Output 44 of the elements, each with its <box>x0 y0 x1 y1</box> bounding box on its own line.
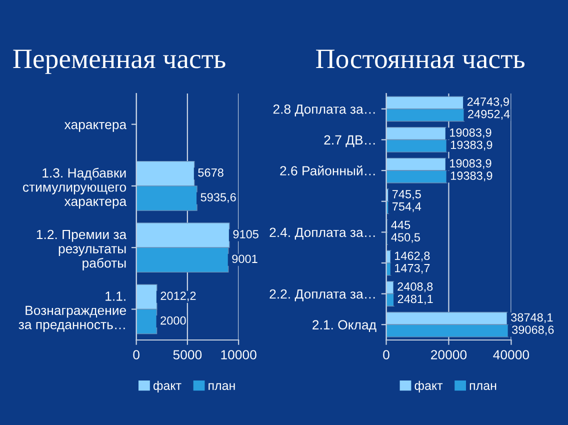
x-tick-label: 0 <box>133 350 140 360</box>
y-tick-label: 2.1. Оклад <box>312 320 376 332</box>
data-label: 2408,8 <box>398 282 433 292</box>
data-label: 754,4 <box>392 202 422 212</box>
data-label: 5678 <box>198 168 224 177</box>
y-tick-label: 1.1. Вознаграждение за преданность… <box>18 292 126 332</box>
y-tick-label: 1.3. Надбавки стимулирующего характера <box>22 168 127 209</box>
chart-title: Постоянная часть <box>316 50 525 68</box>
data-label: 9105 <box>233 230 258 238</box>
data-label: 445 <box>391 220 410 230</box>
data-label: 5935,6 <box>200 193 236 203</box>
x-tick-label: 40000 <box>493 350 530 360</box>
data-label: 39068,6 <box>512 326 554 336</box>
data-label: 19083,9 <box>450 128 492 138</box>
data-label: 19083,9 <box>450 159 492 169</box>
data-label: 19383,9 <box>450 140 492 150</box>
data-label: 1473,7 <box>395 264 430 274</box>
data-label: 24743,9 <box>467 98 509 108</box>
y-tick-label: 2.2. Доплата за… <box>270 289 375 302</box>
data-label: 2000 <box>160 316 186 325</box>
data-label: 745,5 <box>392 190 421 200</box>
legend-label: план <box>470 383 496 390</box>
y-tick-label: 2.6 Районный… <box>280 166 375 176</box>
data-label: 1462,8 <box>394 252 430 262</box>
x-tick-label: 0 <box>383 350 390 360</box>
data-label: 9001 <box>232 254 258 264</box>
data-label: 2012,2 <box>160 292 196 302</box>
data-label: 2481,1 <box>398 294 433 305</box>
x-tick-label: 20000 <box>431 350 467 360</box>
legend-label: факт <box>153 380 182 392</box>
y-tick-label: 1.2. Премии за результаты работы <box>36 230 127 270</box>
data-label: 19383,9 <box>450 172 492 182</box>
legend-label: факт <box>414 380 443 392</box>
y-tick-label: 2.7 ДВ… <box>324 135 375 148</box>
y-tick-label: 2.8 Доплата за… <box>273 104 375 116</box>
y-tick-label: характера <box>64 122 127 132</box>
data-label: 24952,4 <box>468 110 510 120</box>
data-label: 450,5 <box>391 233 420 243</box>
x-tick-label: 5000 <box>173 350 202 360</box>
x-tick-label: 10000 <box>221 350 256 360</box>
legend-label: план <box>208 383 235 390</box>
chart-title: Переменная часть <box>13 50 226 74</box>
data-label: 38748,1 <box>511 313 553 323</box>
y-tick-label: 2.4. Доплата за… <box>270 228 375 240</box>
